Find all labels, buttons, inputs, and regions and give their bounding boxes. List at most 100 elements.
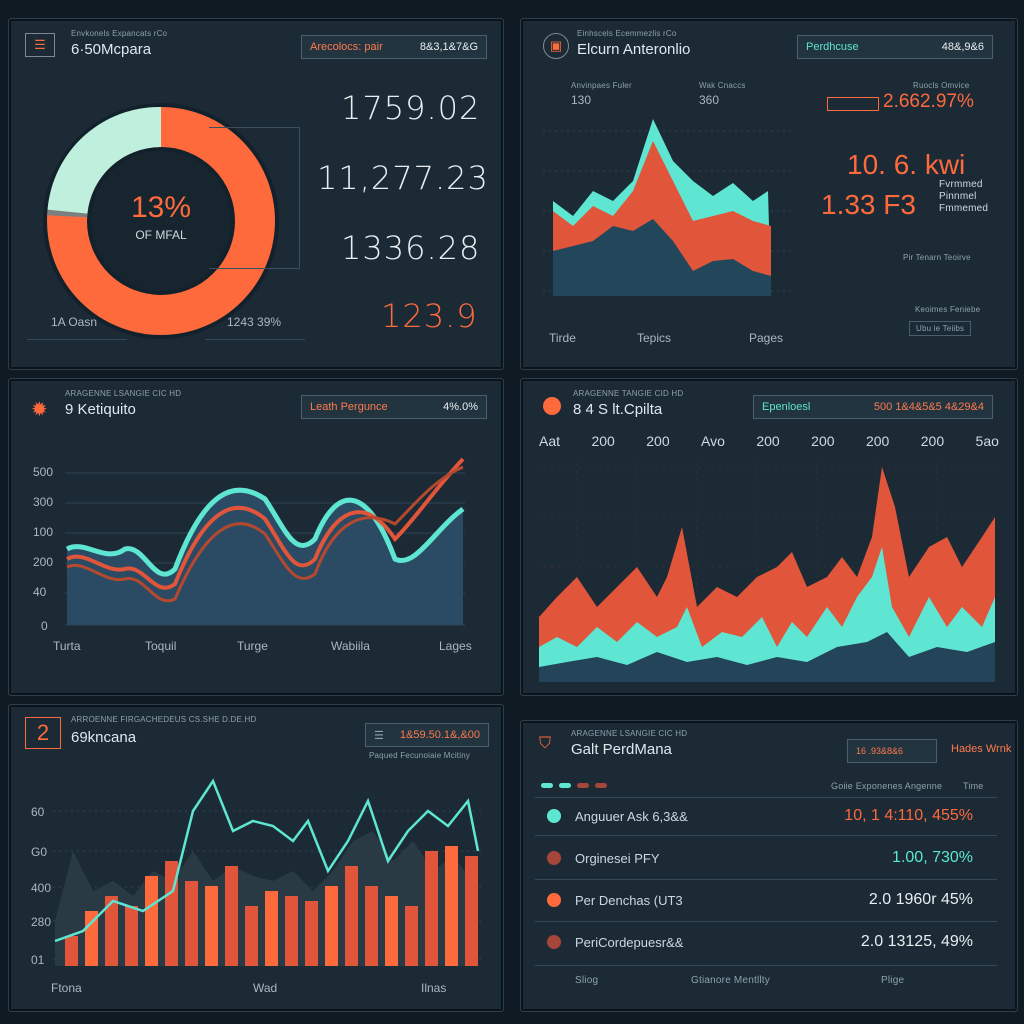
footer-label-2: Plige — [881, 975, 905, 986]
panel-title: Elcurn Anteronlio — [577, 41, 691, 58]
scale-label: Avo — [701, 433, 725, 449]
badge-value: 500 1&4&5&5 4&29&4 — [873, 401, 984, 413]
row-label: Anguuer Ask 6,3&& — [575, 809, 688, 824]
bar — [185, 881, 198, 966]
scale-label: 200 — [646, 433, 670, 449]
bar — [245, 906, 258, 966]
row-label: Orginesei PFY — [575, 851, 660, 866]
legend-pill — [595, 783, 607, 788]
panel-title: 6·50Mcpara — [71, 41, 152, 58]
y-label-3: 200 — [33, 555, 54, 569]
y-label-2: 400 — [31, 881, 52, 895]
rank-badge: 2 — [25, 717, 61, 749]
metric-4: 123.9 — [381, 297, 478, 335]
bar — [265, 891, 278, 966]
summary-badge[interactable]: 16 .93&8&6 — [847, 739, 937, 763]
bar — [365, 886, 378, 966]
line-area-chart — [65, 457, 465, 626]
y-label-0: 500 — [33, 465, 54, 479]
row-dot — [547, 893, 561, 907]
alert-icon[interactable] — [543, 397, 561, 415]
bar-line-chart — [53, 778, 483, 966]
panel-title: 9 Ketiquito — [65, 401, 136, 418]
right-side-3: Fmmemed — [939, 203, 989, 214]
label-b-value: 360 — [699, 93, 720, 107]
gear-icon[interactable]: ✹ — [31, 399, 48, 421]
top-scale: Aat 200 200 Avo 200 200 200 200 5ao — [539, 433, 999, 449]
panel-list: ⛉ ARAGENNE LSANGIE CIC HD Galt PerdMana … — [520, 720, 1018, 1012]
x-label-1: Wad — [253, 981, 278, 995]
badge-value: 1&59.50.1&,&00 — [399, 729, 480, 741]
badge-value: 16 .93&8&6 — [856, 746, 904, 756]
divider — [535, 797, 997, 798]
footer-label-1: Gtianore Mentllty — [691, 975, 770, 986]
panel-subtitle: ARAGENNE TANGIE CID HD — [573, 389, 684, 398]
badge-value: 48&,9&6 — [941, 41, 984, 53]
right-side-2: Pinnmel — [939, 191, 977, 202]
y-label-0: 60 — [31, 805, 45, 819]
row-dot — [547, 809, 561, 823]
spike-chart — [537, 457, 997, 687]
summary-badge[interactable]: Arecolocs: pair 8&3,1&7&G — [301, 35, 487, 59]
divider — [535, 879, 997, 880]
area-chart — [543, 119, 793, 296]
menu-icon[interactable]: ☰ — [25, 33, 55, 57]
x-label-0: Tirde — [549, 331, 576, 345]
panel-title: 8 4 S lt.Cpilta — [573, 401, 663, 418]
chart-icon[interactable]: ▣ — [543, 33, 569, 59]
mini-bar — [827, 97, 879, 111]
badge-label: Epenloesl — [762, 401, 811, 413]
x-label-1: Tepics — [637, 331, 672, 345]
summary-badge[interactable]: Perdhcuse 48&,9&6 — [797, 35, 993, 59]
summary-badge[interactable]: ☰ 1&59.50.1&,&00 — [365, 723, 489, 747]
bar — [225, 866, 238, 966]
scale-label: Aat — [539, 433, 561, 449]
donut-center-value: 13% — [131, 191, 191, 224]
panel-title: 69kncana — [71, 729, 137, 746]
row-value: 2.0 1960r 45% — [868, 891, 973, 908]
divider — [27, 339, 127, 340]
bar — [345, 866, 358, 966]
donut-segment-teal — [47, 106, 161, 214]
right-stat-2: 10. 6. kwi — [847, 149, 966, 180]
panel-analytics: ▣ Einhscels Ecemmezlis rCo Elcurn Antero… — [520, 18, 1018, 370]
scale-label: 200 — [920, 433, 945, 449]
x-label-1: Toquil — [145, 639, 177, 653]
panel-subtitle: ARAGENNE LSANGIE CIC HD — [65, 389, 182, 398]
right-caption-1: Ruocls Omvice — [913, 81, 970, 90]
donut-center-label: OF MFAL — [135, 228, 187, 242]
label-b-caption: Wak Cnaccs — [699, 81, 746, 90]
panel-subtitle: ARAGENNE LSANGIE CIC HD — [571, 729, 688, 738]
panel-performance: ✹ ARAGENNE LSANGIE CIC HD 9 Ketiquito Le… — [8, 378, 504, 696]
bar — [325, 886, 338, 966]
row-value: 2.0 13125, 49% — [860, 933, 973, 950]
bar — [465, 856, 478, 966]
summary-badge[interactable]: Leath Pergunce 4%.0% — [301, 395, 487, 419]
right-caption-2: Pir Tenarn Teoirve — [903, 253, 971, 262]
right-stat-1: 2.662.97% — [883, 91, 974, 112]
x-label-0: Ftona — [51, 981, 82, 995]
y-label-1: G0 — [31, 845, 48, 859]
right-caption-3: Keoimes Feniebe — [915, 305, 981, 314]
divider — [205, 339, 305, 340]
scale-label: 5ao — [975, 433, 999, 449]
x-label-4: Lages — [439, 639, 472, 653]
row-value: 1.00, 730% — [892, 849, 973, 866]
scale-label: 200 — [591, 433, 615, 449]
panel-subtitle: Einhscels Ecemmezlis rCo — [577, 29, 677, 38]
donut-chart: 13% OF MFAL — [43, 103, 279, 339]
panel-subtitle: ARROENNE FIRGACHEDEUS CS.SHE D.DE.HD — [71, 715, 257, 724]
summary-badge[interactable]: Epenloesl 500 1&4&5&5 4&29&4 — [753, 395, 993, 419]
panel-subtitle: Envkonels Expancats rCo — [71, 29, 168, 38]
badge-label: Arecolocs: pair — [310, 41, 383, 53]
header-link[interactable]: Hades Wrnk — [951, 743, 1012, 755]
connector-bracket — [209, 127, 300, 269]
legend-pills — [541, 783, 607, 788]
scale-label: 200 — [811, 433, 835, 449]
badge-label: Leath Pergunce — [310, 401, 388, 413]
row-label: Per Denchas (UT3 — [575, 893, 683, 908]
x-label-2: Pages — [749, 331, 784, 345]
divider — [535, 965, 997, 966]
footer-label-0: Sliog — [575, 975, 599, 986]
right-caption-4[interactable]: Ubu ie Teiibs — [909, 321, 972, 336]
